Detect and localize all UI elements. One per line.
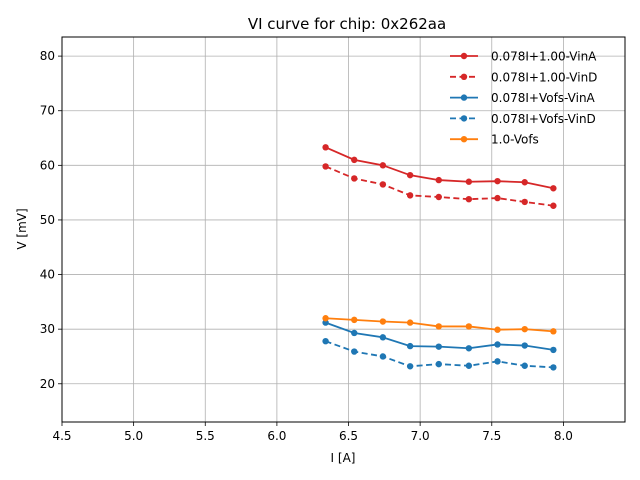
legend-label: 1.0-Vofs (491, 133, 539, 147)
x-axis-label: I [A] (331, 451, 356, 465)
data-point (521, 325, 528, 333)
data-point (550, 185, 557, 192)
data-point (379, 181, 387, 188)
series-0 (322, 144, 557, 192)
y-axis: 20 30 40 50 60 70 80 (40, 49, 62, 391)
y-tick-label: 40 (40, 268, 55, 282)
data-point (406, 192, 414, 199)
data-point (351, 175, 358, 182)
y-tick-label: 60 (40, 158, 55, 172)
legend-marker (460, 115, 468, 122)
legend-entry: 0.078I+1.00-VinD (450, 70, 597, 84)
data-point (379, 334, 387, 341)
x-tick-label: 6.0 (267, 429, 286, 443)
legend-label: 0.078I+Vofs-VinA (491, 91, 596, 105)
data-point (494, 177, 501, 185)
data-point (406, 171, 414, 179)
legend-marker (460, 94, 468, 101)
x-tick-label: 7.5 (482, 429, 501, 443)
plot-frame (61, 36, 626, 423)
data-point (435, 343, 442, 350)
data-point (435, 360, 442, 368)
y-axis-label: V [mV] (15, 208, 29, 249)
series-2 (322, 319, 557, 354)
data-point (465, 178, 473, 185)
data-point (351, 329, 358, 337)
legend: 0.078I+1.00-VinA 0.078I+1.00-VinD 0.078I+V… (450, 50, 597, 147)
legend-label: 0.078I+Vofs-VinD (491, 112, 596, 126)
data-point (521, 362, 528, 369)
legend-marker (460, 136, 468, 143)
data-point (521, 342, 528, 349)
data-point (351, 156, 358, 164)
data-point (550, 364, 557, 371)
x-tick-label: 7.0 (411, 429, 430, 443)
legend-label: 0.078I+1.00-VinA (491, 50, 597, 64)
data-point (322, 315, 329, 322)
data-point (435, 193, 442, 201)
x-axis: 4.5 5.0 5.5 6.0 6.5 7.0 7.5 8.0 (52, 422, 573, 443)
x-tick-label: 8.0 (554, 429, 573, 443)
data-point (465, 195, 473, 203)
legend-entry: 1.0-Vofs (450, 133, 539, 147)
data-point (379, 162, 387, 169)
data-point (521, 179, 528, 186)
y-tick-label: 20 (40, 377, 55, 391)
data-point (494, 358, 501, 365)
x-tick-label: 6.5 (339, 429, 358, 443)
data-point (406, 319, 414, 326)
x-tick-label: 5.5 (196, 429, 215, 443)
data-point (435, 176, 442, 184)
y-tick-label: 70 (40, 104, 55, 118)
data-point (494, 341, 501, 348)
y-tick-label: 30 (40, 322, 55, 336)
data-point (494, 326, 501, 333)
x-tick-label: 4.5 (52, 429, 71, 443)
data-point (465, 323, 473, 330)
legend-entry: 0.078I+Vofs-VinA (450, 91, 596, 105)
legend-label: 0.078I+1.00-VinD (491, 70, 597, 84)
data-point (322, 163, 329, 170)
data-point (435, 323, 442, 330)
series-1 (322, 163, 557, 209)
series-layer (322, 144, 557, 371)
data-point (379, 353, 387, 360)
data-point (550, 202, 557, 209)
chart-title: VI curve for chip: 0x262aa (248, 15, 446, 33)
data-point (521, 198, 528, 206)
y-tick-label: 50 (40, 213, 55, 227)
data-point (465, 362, 473, 369)
legend-marker (460, 52, 468, 60)
data-point (351, 316, 358, 324)
data-point (322, 337, 329, 345)
legend-entry: 0.078I+Vofs-VinD (450, 112, 596, 126)
data-point (550, 346, 557, 354)
data-point (406, 363, 414, 370)
legend-marker (460, 73, 468, 81)
data-point (465, 345, 473, 352)
series-3 (322, 337, 557, 371)
data-point (351, 348, 358, 355)
data-point (494, 194, 501, 202)
legend-entry: 0.078I+1.00-VinA (450, 50, 597, 64)
data-point (379, 318, 387, 325)
data-point (322, 144, 329, 151)
series-4 (322, 315, 557, 335)
y-tick-label: 80 (40, 49, 55, 63)
data-point (406, 342, 414, 350)
x-tick-label: 5.0 (124, 429, 143, 443)
data-point (550, 328, 557, 335)
